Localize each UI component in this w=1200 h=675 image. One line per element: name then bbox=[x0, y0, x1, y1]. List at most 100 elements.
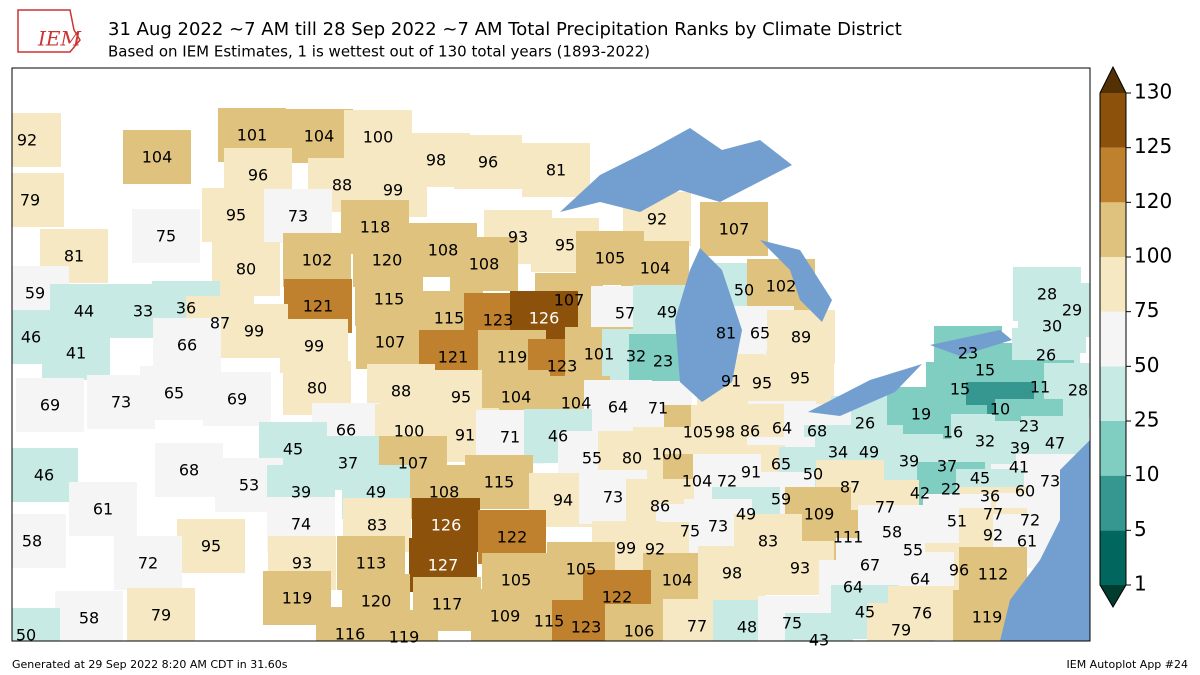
district bbox=[16, 378, 84, 432]
rank-label: 122 bbox=[497, 528, 528, 547]
rank-label: 115 bbox=[374, 290, 405, 309]
rank-label: 79 bbox=[891, 621, 911, 640]
district bbox=[356, 315, 424, 369]
rank-label: 107 bbox=[375, 333, 406, 352]
water bbox=[560, 128, 1090, 641]
district bbox=[344, 110, 412, 164]
rank-label: 37 bbox=[338, 454, 358, 473]
rank-label: 123 bbox=[547, 357, 578, 376]
district bbox=[522, 143, 590, 197]
rank-label: 96 bbox=[478, 153, 498, 172]
rank-label: 94 bbox=[553, 491, 573, 510]
rank-label: 76 bbox=[912, 604, 932, 623]
rank-label: 104 bbox=[640, 259, 671, 278]
rank-label: 107 bbox=[719, 220, 750, 239]
rank-label: 92 bbox=[17, 131, 37, 150]
rank-label: 41 bbox=[1009, 458, 1029, 477]
rank-label: 46 bbox=[34, 466, 54, 485]
rank-label: 81 bbox=[716, 324, 736, 343]
rank-label: 83 bbox=[367, 516, 387, 535]
colorbar-tick-label: 130 bbox=[1134, 80, 1172, 104]
rank-label: 50 bbox=[803, 465, 823, 484]
rank-label: 99 bbox=[304, 337, 324, 356]
colorbar-tick-label: 25 bbox=[1134, 408, 1159, 432]
rank-label: 111 bbox=[833, 528, 864, 547]
rank-label: 104 bbox=[662, 571, 693, 590]
footer-app: IEM Autoplot App #24 bbox=[1067, 658, 1189, 671]
district bbox=[203, 372, 271, 426]
rank-label: 95 bbox=[451, 388, 471, 407]
rank-label: 80 bbox=[622, 449, 642, 468]
district bbox=[12, 173, 64, 227]
rank-label: 101 bbox=[237, 126, 268, 145]
rank-label: 49 bbox=[366, 483, 386, 502]
district bbox=[155, 443, 223, 497]
rank-label: 104 bbox=[682, 472, 713, 491]
rank-label: 87 bbox=[210, 314, 230, 333]
colorbar-tick-label: 75 bbox=[1134, 298, 1159, 322]
colorbar-tick-label: 5 bbox=[1134, 517, 1147, 541]
rank-label: 108 bbox=[469, 255, 500, 274]
rank-label: 28 bbox=[1068, 381, 1088, 400]
rank-label: 72 bbox=[717, 472, 737, 491]
rank-label: 92 bbox=[645, 540, 665, 559]
rank-label: 109 bbox=[490, 607, 521, 626]
rank-label: 64 bbox=[910, 570, 930, 589]
rank-label: 108 bbox=[429, 483, 460, 502]
rank-label: 75 bbox=[156, 227, 176, 246]
rank-label: 69 bbox=[227, 390, 247, 409]
rank-label: 77 bbox=[875, 498, 895, 517]
rank-label: 71 bbox=[500, 428, 520, 447]
rank-label: 102 bbox=[766, 277, 797, 296]
rank-label: 99 bbox=[383, 181, 403, 200]
rank-label: 47 bbox=[1045, 434, 1065, 453]
rank-label: 46 bbox=[548, 427, 568, 446]
rank-label: 113 bbox=[356, 554, 387, 573]
district bbox=[867, 603, 935, 641]
colorbar-under bbox=[1100, 585, 1126, 607]
colorbar-bin bbox=[1100, 421, 1126, 476]
rank-label: 104 bbox=[304, 127, 335, 146]
rank-label: 123 bbox=[483, 311, 514, 330]
rank-label: 127 bbox=[428, 556, 459, 575]
rank-label: 120 bbox=[372, 251, 403, 270]
rank-label: 59 bbox=[25, 284, 45, 303]
colorbar-bin bbox=[1100, 366, 1126, 421]
rank-label: 22 bbox=[941, 480, 961, 499]
rank-label: 46 bbox=[21, 328, 41, 347]
district bbox=[114, 536, 182, 590]
rank-label: 11 bbox=[1030, 378, 1050, 397]
rank-label: 65 bbox=[771, 455, 791, 474]
rank-label: 105 bbox=[595, 249, 626, 268]
rank-label: 96 bbox=[949, 561, 969, 580]
logo-text: IEM bbox=[37, 27, 82, 51]
colorbar-tick-label: 125 bbox=[1134, 134, 1172, 158]
rank-label: 95 bbox=[201, 537, 221, 556]
rank-label: 49 bbox=[736, 505, 756, 524]
rank-label: 73 bbox=[1040, 472, 1060, 491]
rank-label: 80 bbox=[307, 379, 327, 398]
rank-label: 50 bbox=[16, 626, 36, 645]
rank-label: 123 bbox=[571, 618, 602, 637]
colorbar-bin bbox=[1100, 93, 1126, 148]
rank-label: 43 bbox=[809, 631, 829, 650]
rank-label: 126 bbox=[431, 516, 462, 535]
district bbox=[700, 202, 768, 256]
district bbox=[450, 237, 518, 291]
rank-label: 73 bbox=[708, 517, 728, 536]
rank-label: 96 bbox=[248, 166, 268, 185]
rank-label: 33 bbox=[133, 302, 153, 321]
colorbar-bin bbox=[1100, 257, 1126, 312]
footer-generated: Generated at 29 Sep 2022 8:20 AM CDT in … bbox=[12, 658, 288, 671]
rank-label: 57 bbox=[615, 304, 635, 323]
rank-label: 66 bbox=[177, 336, 197, 355]
rank-label: 72 bbox=[1020, 511, 1040, 530]
rank-label: 100 bbox=[394, 422, 425, 441]
rank-label: 79 bbox=[20, 191, 40, 210]
rank-label: 98 bbox=[722, 564, 742, 583]
rank-label: 45 bbox=[283, 440, 303, 459]
rank-label: 32 bbox=[626, 347, 646, 366]
logo: IEM bbox=[17, 9, 82, 53]
rank-label: 92 bbox=[647, 210, 667, 229]
